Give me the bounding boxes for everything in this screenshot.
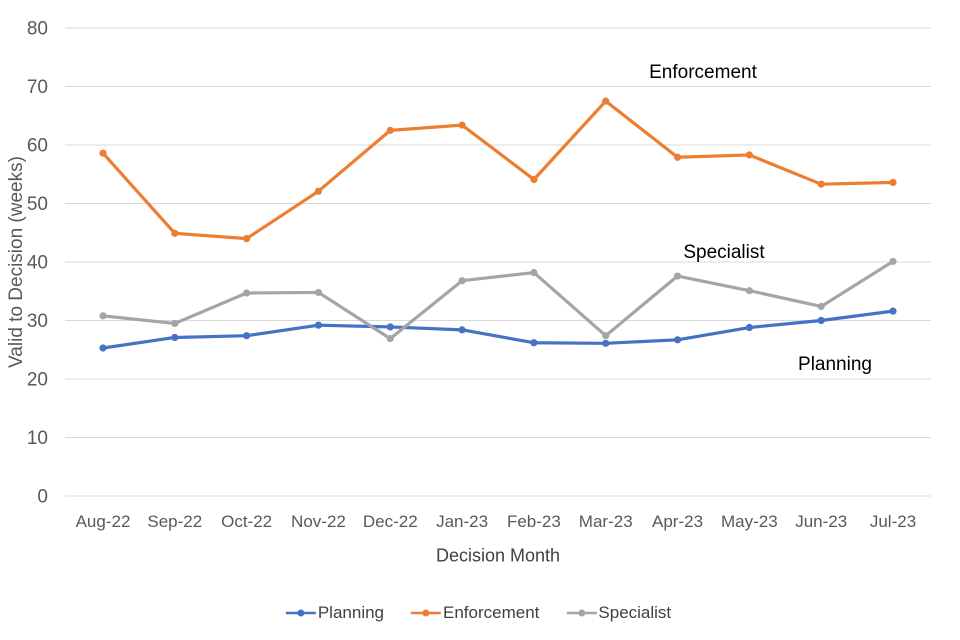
data-point-enforcement [745, 151, 753, 159]
data-point-specialist [673, 272, 682, 280]
data-point-specialist [458, 277, 466, 285]
data-point-specialist [530, 268, 538, 277]
y-tick-label: 80 [27, 19, 48, 40]
data-point-planning [458, 326, 466, 334]
x-tick-label: Jan-23 [436, 512, 488, 531]
data-point-planning [386, 323, 394, 331]
y-axis-tick-labels: 0 10 20 30 40 50 60 70 80 [27, 19, 48, 508]
legend-item-enforcement: Enforcement [410, 603, 539, 623]
data-point-enforcement [314, 187, 323, 195]
data-point-planning [171, 333, 179, 342]
data-point-planning [889, 307, 897, 315]
data-point-enforcement [386, 126, 394, 134]
data-point-specialist [889, 257, 897, 266]
series-planning-line [99, 307, 897, 352]
data-point-enforcement [889, 178, 897, 187]
data-point-planning [602, 339, 610, 347]
data-point-planning [673, 336, 682, 344]
x-tick-label: Feb-23 [507, 512, 561, 531]
y-tick-label: 0 [37, 487, 48, 508]
y-tick-label: 70 [27, 77, 48, 98]
data-point-planning [243, 332, 251, 340]
data-point-enforcement [817, 180, 825, 188]
specialist-line-marker-icon [566, 609, 597, 617]
data-point-specialist [243, 289, 251, 297]
x-tick-label: Nov-22 [291, 512, 346, 531]
y-tick-label: 50 [27, 194, 48, 215]
data-point-enforcement [99, 149, 107, 157]
planning-line-marker-icon [285, 609, 316, 617]
legend-item-planning: Planning [285, 603, 384, 623]
x-tick-label: Oct-22 [221, 512, 272, 531]
series-enforcement-line [99, 97, 897, 243]
series-label-specialist: Specialist [683, 242, 765, 263]
data-point-planning [99, 344, 107, 352]
series-specialist-line [99, 257, 897, 343]
data-point-specialist [314, 288, 323, 297]
x-tick-label: Mar-23 [579, 512, 633, 531]
legend-item-specialist: Specialist [565, 603, 671, 623]
data-point-specialist [386, 335, 394, 343]
x-tick-label: May-23 [721, 512, 778, 531]
data-point-specialist [817, 302, 825, 311]
enforcement-line-marker-icon [411, 609, 442, 617]
y-axis-title: Valid to Decision (weeks) [6, 156, 27, 368]
x-axis-tick-labels: Aug-22 Sep-22 Oct-22 Nov-22 Dec-22 Jan-23 Feb-… [76, 512, 917, 531]
legend-label-enforcement: Enforcement [443, 603, 540, 622]
data-point-planning [817, 316, 825, 325]
data-point-planning [530, 339, 538, 347]
data-point-planning [314, 321, 323, 329]
gridlines [65, 27, 931, 497]
x-tick-label: Sep-22 [147, 512, 202, 531]
data-point-specialist [745, 287, 753, 295]
data-point-enforcement [458, 121, 466, 129]
data-point-enforcement [530, 175, 538, 184]
data-point-enforcement [673, 153, 682, 161]
legend-label-specialist: Specialist [598, 603, 672, 622]
data-point-planning [745, 323, 753, 332]
legend: Planning Enforcement Specialist [285, 603, 671, 623]
data-point-enforcement [171, 229, 179, 237]
y-tick-label: 10 [27, 428, 48, 449]
data-point-enforcement [602, 97, 610, 105]
legend-label-planning: Planning [317, 603, 385, 622]
x-tick-label: Apr-23 [652, 512, 703, 531]
y-tick-label: 40 [27, 253, 48, 274]
data-point-specialist [602, 332, 610, 340]
data-point-enforcement [243, 235, 251, 243]
series-label-enforcement: Enforcement [649, 62, 757, 83]
data-point-specialist [99, 312, 107, 320]
y-tick-label: 30 [27, 311, 48, 332]
x-tick-label: Dec-22 [363, 512, 418, 531]
x-axis-title: Decision Month [435, 545, 561, 566]
y-tick-label: 20 [27, 370, 48, 391]
series-label-planning: Planning [798, 354, 872, 375]
y-tick-label: 60 [27, 136, 48, 157]
x-tick-label: Jun-23 [795, 512, 847, 531]
x-tick-label: Aug-22 [76, 512, 131, 531]
x-tick-label: Jul-23 [870, 512, 916, 531]
data-point-specialist [171, 319, 179, 328]
